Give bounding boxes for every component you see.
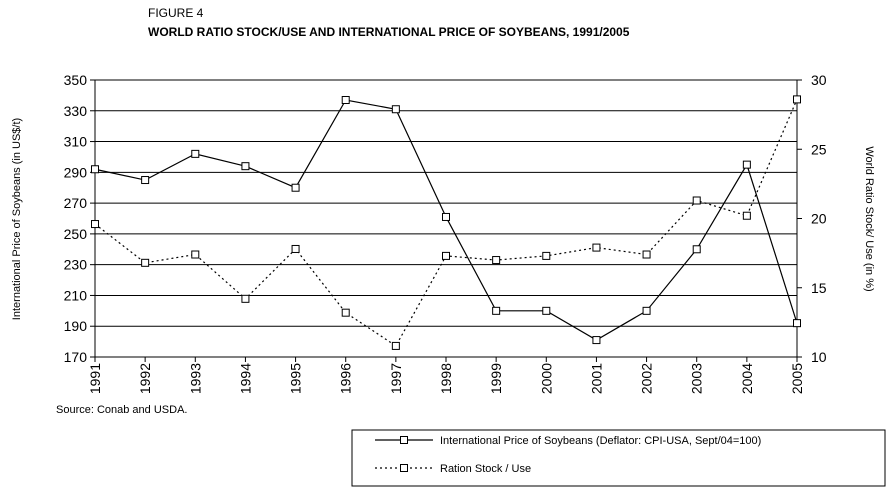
point-marker bbox=[592, 243, 601, 252]
x-tick-label: 1995 bbox=[288, 363, 304, 394]
y2-tick-label: 20 bbox=[811, 211, 827, 227]
point-marker bbox=[692, 245, 701, 254]
y-tick-label: 170 bbox=[64, 349, 88, 365]
point-marker bbox=[91, 165, 99, 174]
point-marker bbox=[141, 176, 150, 185]
point-marker bbox=[542, 251, 551, 260]
series-line bbox=[94, 99, 798, 347]
y-tick-label: 350 bbox=[64, 72, 88, 88]
point-marker bbox=[91, 220, 99, 229]
x-tick-label: 1997 bbox=[388, 363, 404, 394]
x-tick-label: 1994 bbox=[237, 363, 253, 394]
point-marker bbox=[191, 250, 200, 259]
x-tick-label: 2004 bbox=[739, 363, 755, 394]
y2-tick-label: 25 bbox=[811, 141, 827, 157]
legend-marker bbox=[400, 436, 408, 444]
point-marker bbox=[442, 212, 450, 221]
y-tick-label: 210 bbox=[64, 287, 88, 303]
x-tick-label: 1993 bbox=[187, 363, 203, 394]
y-tick-label: 330 bbox=[64, 103, 88, 119]
x-tick-label: 1998 bbox=[438, 363, 454, 394]
point-marker bbox=[742, 211, 751, 220]
x-tick-label: 2002 bbox=[639, 363, 655, 394]
point-marker bbox=[742, 160, 751, 169]
point-marker bbox=[341, 96, 350, 105]
point-marker bbox=[391, 341, 400, 350]
y-tick-label: 290 bbox=[64, 164, 88, 180]
x-tick-label: 2005 bbox=[789, 363, 805, 394]
source-note: Source: Conab and USDA. bbox=[56, 404, 187, 416]
x-tick-label: 1991 bbox=[87, 363, 103, 394]
point-marker bbox=[492, 306, 501, 315]
point-marker bbox=[291, 183, 300, 192]
x-tick-label: 2001 bbox=[588, 363, 604, 394]
figure-label: FIGURE 4 bbox=[148, 6, 204, 20]
y-tick-label: 250 bbox=[64, 226, 88, 242]
point-marker bbox=[442, 251, 450, 260]
point-marker bbox=[492, 256, 501, 265]
y2-tick-label: 30 bbox=[811, 72, 827, 88]
y-tick-label: 270 bbox=[64, 195, 88, 211]
point-marker bbox=[542, 306, 551, 315]
legend-box bbox=[351, 429, 886, 487]
chart-title: WORLD RATIO STOCK/USE AND INTERNATIONAL … bbox=[148, 25, 630, 39]
point-marker bbox=[241, 162, 250, 171]
y-tick-label: 190 bbox=[64, 318, 88, 334]
x-tick-label: 1996 bbox=[338, 363, 354, 394]
y2-tick-label: 15 bbox=[811, 280, 827, 296]
y-tick-label: 310 bbox=[64, 134, 88, 150]
y2-tick-label: 10 bbox=[811, 349, 827, 365]
x-tick-label: 2000 bbox=[538, 363, 554, 394]
legend-label: Ration Stock / Use bbox=[440, 463, 531, 475]
point-marker bbox=[592, 336, 601, 345]
point-marker bbox=[191, 149, 200, 158]
point-marker bbox=[141, 258, 150, 267]
y-tick-label: 230 bbox=[64, 257, 88, 273]
y2-axis-label: World Ratio Stock/ Use (in %) bbox=[863, 146, 875, 291]
point-marker bbox=[391, 105, 400, 114]
point-marker bbox=[692, 196, 701, 205]
point-marker bbox=[241, 294, 250, 303]
y-axis-label: International Price of Soybeans (in US$/… bbox=[11, 118, 23, 320]
legend-label: International Price of Soybeans (Deflato… bbox=[440, 435, 761, 447]
x-tick-label: 1999 bbox=[488, 363, 504, 394]
legend-marker bbox=[400, 464, 408, 472]
point-marker bbox=[291, 244, 300, 253]
point-marker bbox=[642, 306, 651, 315]
point-marker bbox=[793, 319, 801, 328]
point-marker bbox=[642, 250, 651, 259]
point-marker bbox=[793, 95, 801, 104]
x-tick-label: 1992 bbox=[137, 363, 153, 394]
point-marker bbox=[341, 308, 350, 317]
x-tick-label: 2003 bbox=[689, 363, 705, 394]
